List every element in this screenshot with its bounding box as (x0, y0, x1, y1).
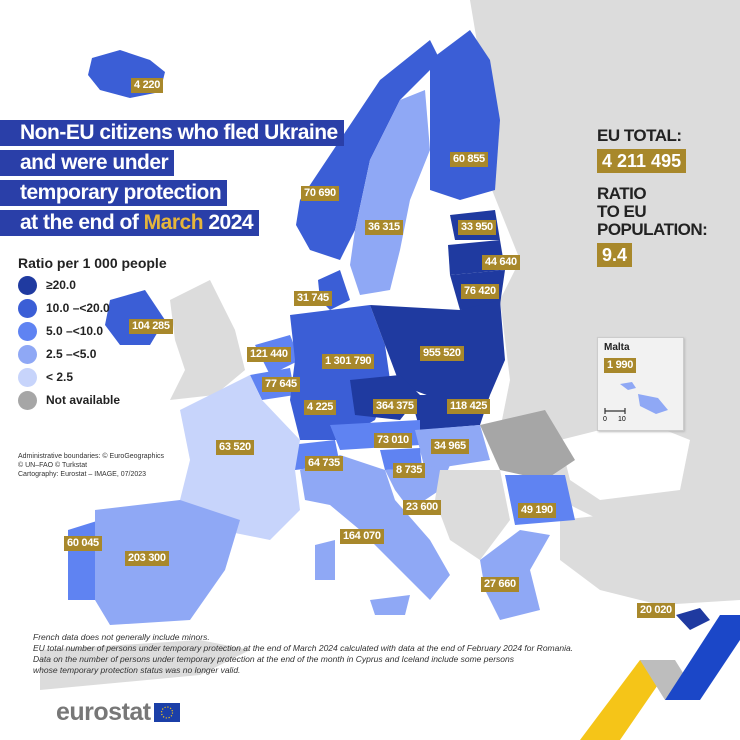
legend-label: ≥20.0 (46, 278, 76, 292)
black-sea (560, 420, 690, 500)
title-line-1: Non-EU citizens who fled Ukraine (0, 120, 344, 146)
legend-item: < 2.5 (18, 366, 168, 388)
value-sweden: 36 315 (365, 220, 403, 235)
title-line-4-prefix: at the end of (20, 211, 144, 234)
sardinia (315, 540, 335, 580)
legend-title: Ratio per 1 000 people (18, 255, 167, 271)
value-poland: 955 520 (420, 346, 464, 361)
footnote-line: EU total number of persons under tempora… (33, 643, 574, 653)
value-france: 63 520 (216, 440, 254, 455)
legend-item: Not available (18, 389, 168, 411)
title-line-2: and were under (0, 150, 175, 176)
value-czechia: 364 375 (373, 399, 417, 414)
legend-label: 2.5 –<5.0 (46, 347, 97, 361)
value-switzerland: 64 735 (305, 456, 343, 471)
value-netherlands: 121 440 (247, 347, 291, 362)
credits-line: Cartography: Eurostat – IMAGE, 07/2023 (18, 471, 147, 478)
value-hungary: 34 965 (431, 439, 469, 454)
value-finland: 60 855 (450, 152, 488, 167)
footnote-line: Data on the number of persons under temp… (33, 654, 515, 664)
legend-label: Not available (46, 393, 121, 407)
legend-item: 2.5 –<5.0 (18, 343, 168, 365)
title-line-4: at the end of March 2024 (0, 210, 260, 236)
sicily (370, 595, 410, 615)
value-estonia: 33 950 (458, 220, 496, 235)
legend-swatch-icon (18, 321, 37, 341)
malta-inset: Malta 1 990 0 10 (597, 337, 684, 431)
value-germany: 1 301 790 (322, 354, 375, 369)
logo-text: eurostat (56, 698, 151, 726)
north-africa (40, 640, 250, 690)
legend-label: < 2.5 (46, 370, 74, 384)
value-belgium: 77 645 (262, 377, 300, 392)
value-bulgaria: 49 190 (518, 503, 556, 518)
value-spain: 203 300 (125, 551, 169, 566)
ratio-label-3: POPULATION: (597, 220, 708, 239)
value-cyprus: 20 020 (637, 603, 675, 618)
blue-ribbon (665, 615, 740, 700)
romania (480, 410, 575, 480)
value-croatia: 23 600 (403, 500, 441, 515)
malta-label: Malta (604, 342, 630, 353)
eu-flag-icon (153, 703, 180, 722)
ratio-value: 9.4 (597, 243, 633, 267)
legend-item: 10.0 –<20.0 (18, 297, 168, 319)
eu-stats-panel: EU TOTAL: 4 211 495 RATIO TO EU POPULATI… (597, 126, 708, 267)
turkey (560, 500, 740, 605)
credits-line: Administrative boundaries: © EuroGeograp… (18, 453, 165, 460)
france (180, 375, 300, 540)
united-kingdom (170, 280, 245, 400)
malta-value: 1 990 (604, 358, 637, 373)
scale-max: 10 (618, 416, 626, 423)
germany (290, 305, 390, 440)
credits: Administrative boundaries: © EuroGeograp… (18, 452, 164, 479)
legend: Ratio per 1 000 people ≥20.0 10.0 –<20.0… (18, 254, 168, 411)
legend-swatch-icon (18, 344, 37, 364)
value-portugal: 60 045 (64, 536, 102, 551)
value-iceland: 4 220 (131, 78, 164, 93)
cyprus (676, 608, 710, 630)
ratio-label-1: RATIO (597, 184, 647, 203)
italy (300, 455, 450, 600)
value-luxembourg: 4 225 (304, 400, 337, 415)
footnote-line: French data does not generally include m… (33, 632, 210, 642)
legend-swatch-icon (18, 390, 37, 410)
title-month-highlight: March (143, 211, 204, 234)
norway (296, 40, 440, 260)
title-line-3: temporary protection (0, 180, 228, 206)
value-slovakia: 118 425 (447, 399, 491, 414)
legend-swatch-icon (18, 275, 37, 295)
legend-label: 10.0 –<20.0 (46, 301, 110, 315)
value-ireland: 104 285 (129, 319, 173, 334)
greece (480, 530, 550, 620)
ratio-label-2: TO EU (597, 202, 647, 221)
value-norway: 70 690 (301, 186, 339, 201)
balkans-non-eu (435, 470, 510, 560)
eu-total-value: 4 211 495 (597, 149, 687, 173)
value-austria: 73 010 (374, 433, 412, 448)
legend-label: 5.0 –<10.0 (46, 324, 104, 338)
title-line-4-suffix: 2024 (203, 211, 254, 234)
legend-swatch-icon (18, 298, 37, 318)
legend-item: ≥20.0 (18, 274, 168, 296)
footnote-line: whose temporary protection status was no… (33, 665, 241, 675)
credits-line: © UN–FAO © Turkstat (18, 462, 88, 469)
legend-item: 5.0 –<10.0 (18, 320, 168, 342)
yellow-ribbon (580, 660, 675, 740)
scale-bar-icon (604, 408, 626, 414)
footnotes: French data does not generally include m… (33, 632, 573, 676)
value-greece: 27 660 (481, 577, 519, 592)
sweden (350, 90, 430, 295)
eu-total-label: EU TOTAL: (597, 126, 682, 145)
eurostat-logo: eurostat (56, 698, 180, 727)
malta-shape-icon (620, 382, 668, 414)
value-denmark: 31 745 (294, 291, 332, 306)
value-italy: 164 070 (340, 529, 384, 544)
scale-min: 0 (603, 416, 607, 423)
legend-swatch-icon (18, 367, 37, 387)
value-slovenia: 8 735 (393, 463, 426, 478)
value-latvia: 44 640 (482, 255, 520, 270)
value-lithuania: 76 420 (461, 284, 499, 299)
